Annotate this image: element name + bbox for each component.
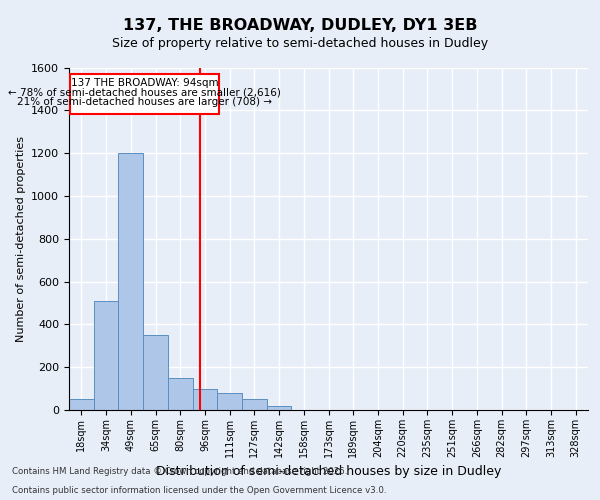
Text: Contains HM Land Registry data © Crown copyright and database right 2025.: Contains HM Land Registry data © Crown c… bbox=[12, 467, 347, 476]
FancyBboxPatch shape bbox=[70, 74, 218, 114]
Bar bbox=[242, 400, 267, 410]
Bar bbox=[118, 153, 143, 410]
Text: ← 78% of semi-detached houses are smaller (2,616): ← 78% of semi-detached houses are smalle… bbox=[8, 88, 281, 98]
Text: Contains public sector information licensed under the Open Government Licence v3: Contains public sector information licen… bbox=[12, 486, 386, 495]
Text: 21% of semi-detached houses are larger (708) →: 21% of semi-detached houses are larger (… bbox=[17, 97, 272, 107]
Bar bbox=[193, 388, 217, 410]
X-axis label: Distribution of semi-detached houses by size in Dudley: Distribution of semi-detached houses by … bbox=[156, 466, 501, 478]
Bar bbox=[69, 400, 94, 410]
Bar bbox=[143, 335, 168, 410]
Text: 137, THE BROADWAY, DUDLEY, DY1 3EB: 137, THE BROADWAY, DUDLEY, DY1 3EB bbox=[123, 18, 477, 32]
Bar bbox=[267, 406, 292, 410]
Text: 137 THE BROADWAY: 94sqm: 137 THE BROADWAY: 94sqm bbox=[71, 78, 218, 88]
Bar bbox=[217, 393, 242, 410]
Bar bbox=[168, 378, 193, 410]
Y-axis label: Number of semi-detached properties: Number of semi-detached properties bbox=[16, 136, 26, 342]
Text: Size of property relative to semi-detached houses in Dudley: Size of property relative to semi-detach… bbox=[112, 38, 488, 51]
Bar bbox=[94, 301, 118, 410]
